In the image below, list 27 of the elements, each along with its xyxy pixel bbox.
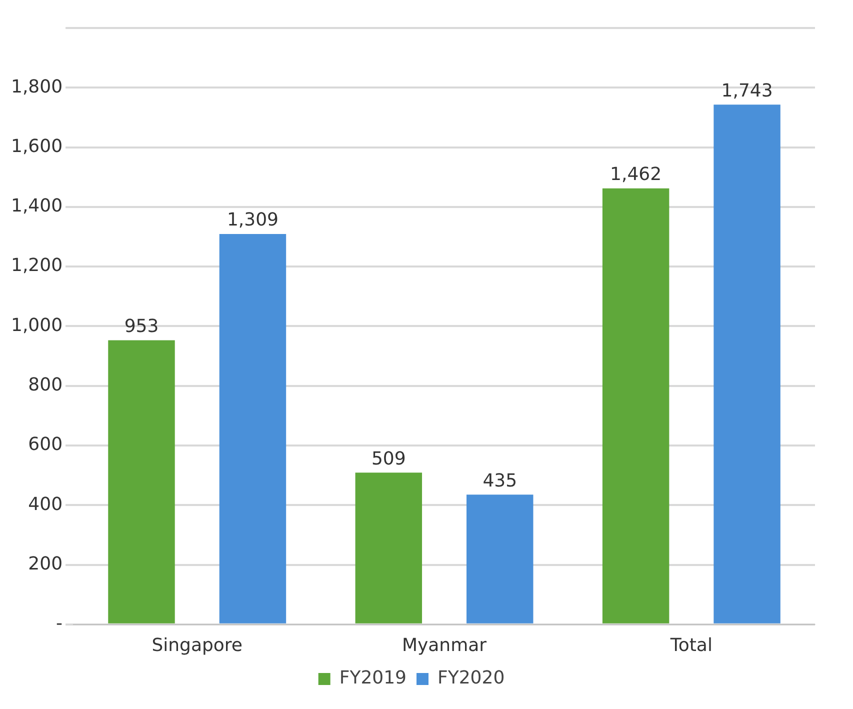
x-tick-label: Singapore [152,634,243,656]
y-tick-label: 1,000 [11,314,63,336]
x-tick-label: Myanmar [402,634,488,656]
y-tick-label: 800 [28,374,63,396]
data-label: 509 [371,448,406,470]
y-tick-label: 1,400 [11,196,63,217]
bar [219,234,286,624]
x-tick-label: Total [669,634,712,656]
data-label: 435 [482,470,518,492]
data-label: 1,462 [610,164,662,186]
bar [714,104,780,624]
bar [108,340,175,624]
data-label: 1,743 [721,80,773,102]
bar [355,472,422,624]
data-label: 1,309 [226,210,278,231]
y-tick-label: 200 [28,553,63,574]
bar [466,494,534,624]
legend-label: FY2020 [438,668,505,689]
y-tick-label: 1,200 [11,255,63,276]
y-tick-label: 400 [28,494,63,515]
y-tick-label: 1,800 [11,76,63,98]
y-tick-label: - [56,613,63,634]
bar [602,188,670,624]
legend-label: FY2019 [339,668,407,689]
y-tick-label: 1,600 [11,136,63,157]
data-label: 953 [124,316,159,337]
y-tick-label: 600 [28,434,63,456]
